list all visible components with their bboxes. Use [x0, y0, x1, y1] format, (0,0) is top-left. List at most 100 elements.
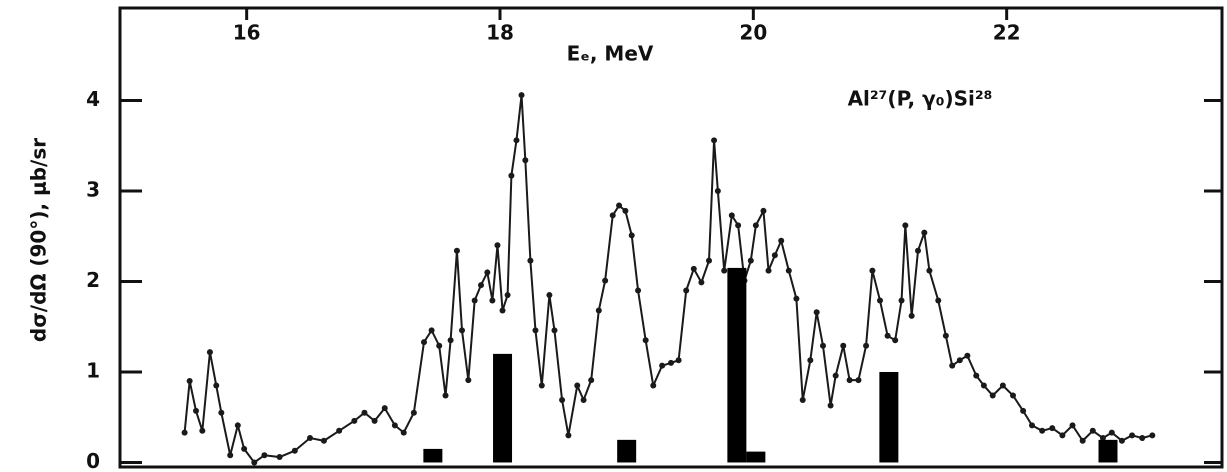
- data-point: [471, 297, 478, 304]
- data-point: [478, 282, 484, 289]
- data-point: [942, 332, 949, 339]
- data-point: [1039, 427, 1046, 434]
- bar: [1098, 439, 1118, 463]
- data-point: [602, 277, 609, 284]
- data-point: [778, 237, 785, 244]
- data-point: [391, 422, 398, 429]
- data-point: [234, 422, 241, 429]
- data-point: [504, 292, 511, 299]
- data-point: [915, 247, 921, 254]
- data-point: [635, 287, 642, 294]
- data-point: [551, 327, 558, 334]
- data-point: [518, 92, 525, 99]
- data-point: [898, 297, 905, 304]
- data-point: [659, 362, 666, 369]
- data-point: [827, 402, 834, 409]
- data-point: [706, 257, 712, 264]
- annotation: Al²⁷(P, γ₀)Si²⁸: [848, 87, 993, 111]
- data-point: [1059, 432, 1066, 439]
- data-point: [728, 212, 735, 219]
- plot-frame: [118, 6, 1224, 469]
- data-point: [1108, 429, 1115, 436]
- bar: [617, 439, 637, 463]
- data-point: [863, 342, 870, 349]
- data-point: [193, 407, 199, 414]
- data-point: [747, 257, 754, 264]
- data-point: [218, 409, 225, 416]
- x-tick-label: 20: [739, 21, 767, 45]
- data-point: [698, 279, 705, 286]
- x-tick-label: 22: [993, 21, 1021, 45]
- data-point: [820, 342, 826, 349]
- data-point: [421, 339, 427, 346]
- data-point: [628, 232, 635, 239]
- data-point: [595, 307, 602, 314]
- data-point: [840, 342, 847, 349]
- data-point: [622, 207, 629, 214]
- x-tick-label: 16: [233, 21, 261, 45]
- bar: [746, 451, 766, 463]
- data-point: [1020, 407, 1027, 414]
- data-point: [320, 437, 327, 444]
- data-point: [846, 377, 853, 384]
- data-point: [532, 327, 539, 334]
- data-point: [714, 187, 721, 194]
- data-point: [580, 397, 587, 404]
- data-point: [546, 292, 553, 299]
- data-point: [361, 409, 368, 416]
- data-point: [522, 157, 529, 164]
- data-point: [675, 357, 682, 364]
- data-point: [884, 332, 891, 339]
- data-point: [527, 257, 534, 264]
- data-point: [559, 397, 566, 404]
- data-point: [949, 362, 956, 369]
- data-point: [508, 172, 515, 179]
- data-point: [1049, 425, 1056, 432]
- data-point: [436, 342, 443, 349]
- data-point: [199, 427, 206, 434]
- x-axis-label: Eₑ, MeV: [567, 42, 654, 66]
- data-point: [799, 397, 806, 404]
- data-point: [785, 267, 792, 274]
- data-point: [711, 137, 718, 144]
- data-point: [1029, 422, 1035, 429]
- data-point: [459, 327, 465, 334]
- data-point: [291, 447, 298, 454]
- data-point: [877, 297, 883, 304]
- data-point: [213, 382, 220, 389]
- data-point: [964, 352, 971, 359]
- data-point: [1129, 432, 1136, 439]
- data-point: [447, 337, 454, 344]
- data-point: [793, 295, 800, 302]
- data-point: [381, 405, 388, 412]
- data-point: [832, 372, 839, 379]
- bar: [727, 267, 747, 463]
- data-point: [908, 312, 915, 319]
- data-point: [752, 222, 759, 229]
- data-point: [181, 429, 188, 436]
- y-tick-label: 3: [86, 177, 100, 201]
- data-point: [410, 409, 417, 416]
- data-point: [902, 222, 909, 229]
- data-point: [973, 372, 980, 379]
- data-point: [807, 357, 814, 364]
- data-point: [1118, 437, 1125, 444]
- data-point: [351, 417, 358, 424]
- data-point: [1079, 437, 1086, 444]
- y-axis-label: dσ/dΩ (90°), μb/sr: [27, 138, 51, 342]
- data-point: [989, 392, 996, 399]
- data-point: [921, 229, 928, 236]
- y-tick-label: 1: [86, 358, 100, 382]
- data-point: [892, 337, 899, 344]
- data-point: [499, 307, 506, 314]
- data-point: [690, 265, 697, 272]
- data-point: [276, 454, 283, 461]
- data-point: [241, 445, 248, 452]
- data-point: [453, 247, 460, 254]
- y-tick-label: 2: [86, 268, 100, 292]
- data-point: [428, 327, 435, 334]
- data-point: [1139, 435, 1146, 442]
- data-point: [765, 267, 772, 274]
- data-point: [484, 269, 491, 276]
